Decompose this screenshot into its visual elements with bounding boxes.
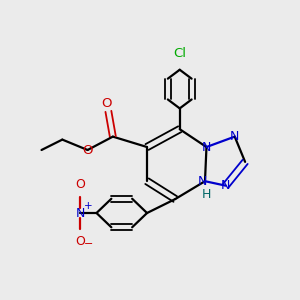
Text: O: O bbox=[82, 143, 93, 157]
Text: H: H bbox=[202, 188, 211, 201]
Text: Cl: Cl bbox=[173, 47, 186, 60]
Text: N: N bbox=[230, 130, 239, 143]
Text: N: N bbox=[202, 140, 211, 154]
Text: N: N bbox=[221, 179, 230, 192]
Text: −: − bbox=[84, 238, 93, 249]
Text: O: O bbox=[102, 97, 112, 110]
Text: +: + bbox=[84, 202, 93, 212]
Text: O: O bbox=[75, 178, 85, 191]
Text: N: N bbox=[198, 175, 207, 188]
Text: O: O bbox=[75, 235, 85, 248]
Text: N: N bbox=[76, 206, 85, 220]
